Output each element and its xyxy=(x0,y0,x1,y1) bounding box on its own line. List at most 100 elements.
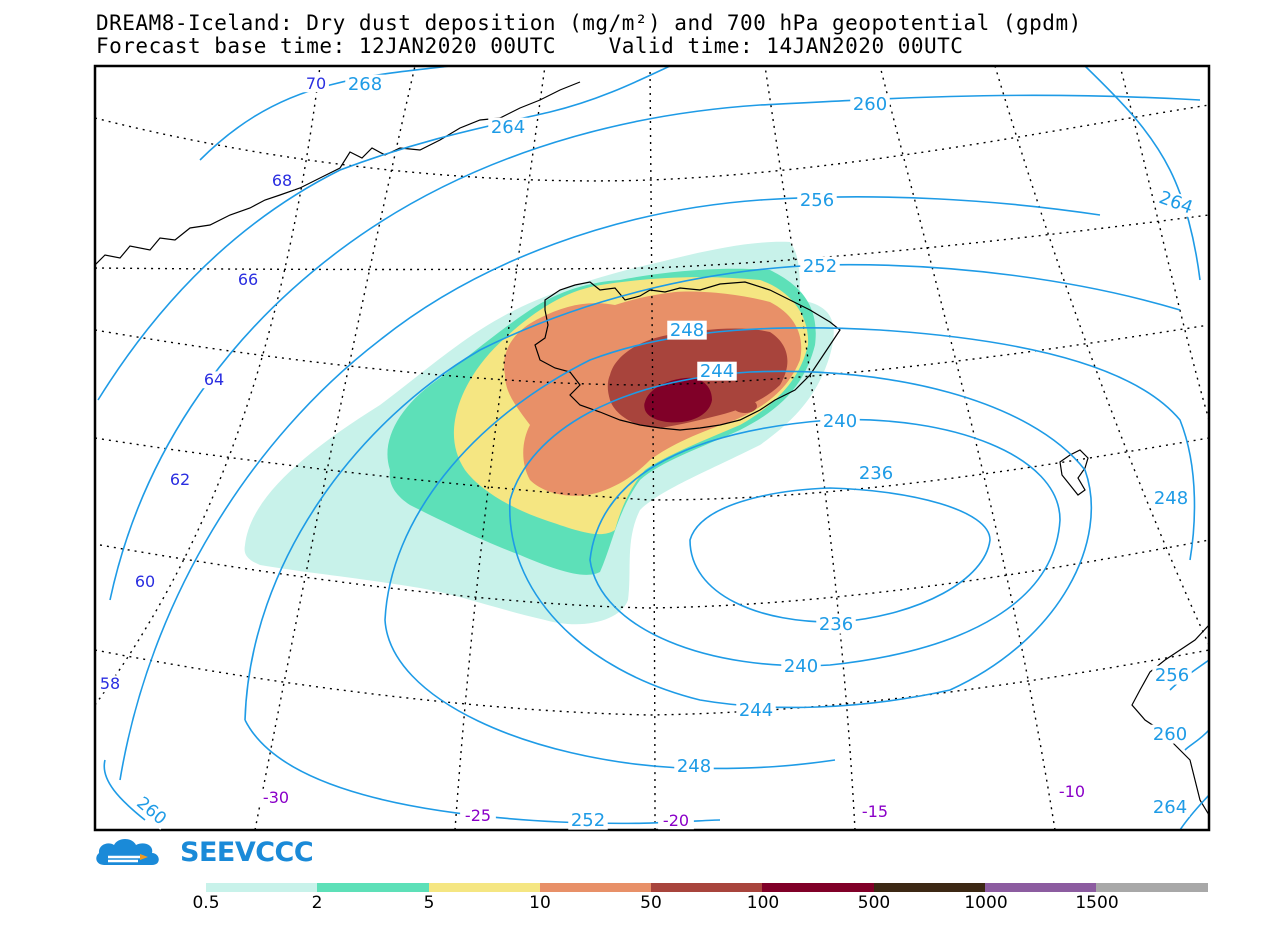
contour-label: 244 xyxy=(739,700,773,721)
longitude-label-box xyxy=(1054,783,1090,801)
chart-title: DREAM8-Iceland: Dry dust deposition (mg/… xyxy=(96,11,1082,35)
contour-label-box xyxy=(345,74,385,94)
longitude-label-box xyxy=(460,807,496,825)
contour-label-box xyxy=(674,756,714,776)
contour-label: 264 xyxy=(1153,797,1187,818)
longitude-label: -20 xyxy=(663,811,689,830)
contour-label-box xyxy=(816,614,856,634)
contour-236 xyxy=(689,487,991,623)
geopotential-contours xyxy=(97,66,1209,830)
contour-label-box xyxy=(697,361,737,381)
logo-text: SEEVCCC xyxy=(180,836,314,868)
longitude-label: -25 xyxy=(465,806,491,825)
contour-264 xyxy=(97,66,671,401)
contour-label: 260 xyxy=(853,94,887,115)
colorbar-labels: 0.5 2 5 10 50 100 500 1000 1500 xyxy=(0,893,1271,913)
contour-label: 248 xyxy=(677,756,711,777)
latitude-label: 64 xyxy=(204,370,224,389)
contour-label: 260 xyxy=(1153,724,1187,745)
longitude-label-box xyxy=(658,812,694,830)
contour-label-box xyxy=(488,117,528,137)
colorbar-label: 50 xyxy=(640,893,662,913)
map-labels: 7026826426025625224824424023623624024424… xyxy=(97,74,1198,831)
colorbar-label: 5 xyxy=(423,893,435,913)
contour-label-box xyxy=(800,256,840,276)
contour-label-box xyxy=(781,656,821,676)
cloud-arrow-icon xyxy=(96,839,159,865)
latitude-label-box xyxy=(269,172,295,190)
contour-label: 236 xyxy=(819,614,853,635)
latitude-label-box xyxy=(201,371,227,389)
contour-label-box xyxy=(736,700,776,720)
colorbar-swatch xyxy=(317,883,429,892)
contour-label-box xyxy=(850,94,890,114)
greenland-coast xyxy=(95,81,581,266)
dust-band-50-small xyxy=(733,399,757,413)
contour-268 xyxy=(199,66,451,161)
colorbar-label: 0.5 xyxy=(192,893,220,913)
coastlines xyxy=(95,81,1209,816)
contour-label: 240 xyxy=(823,411,857,432)
contour-label: 244 xyxy=(700,361,734,382)
colorbar-label: 1000 xyxy=(964,893,1008,913)
longitude-label-box xyxy=(857,803,893,821)
contour-264-right xyxy=(1084,66,1201,281)
latitude-label-box xyxy=(235,271,261,289)
contour-label: 252 xyxy=(571,810,605,831)
colorbar-label: 2 xyxy=(311,893,323,913)
contour-260 xyxy=(103,94,1201,821)
contour-264-bottom xyxy=(1179,794,1209,830)
colorbar-swatch xyxy=(539,883,652,892)
contour-260-right xyxy=(1184,729,1209,751)
latitude-label-box xyxy=(167,471,193,489)
graticule xyxy=(95,66,1209,830)
contour-label: 240 xyxy=(784,656,818,677)
contour-label-box xyxy=(1150,724,1190,744)
faroe-coast xyxy=(1059,449,1089,496)
latitude-label: 66 xyxy=(238,270,258,289)
longitude-label: -10 xyxy=(1059,782,1085,801)
colorbar-swatch xyxy=(206,883,318,892)
map-frame xyxy=(93,64,1211,832)
contour-label-box xyxy=(820,411,860,431)
contour-label: 248 xyxy=(670,320,704,341)
latitude-label-box xyxy=(97,675,123,693)
contour-label: 268 xyxy=(348,74,382,95)
latitude-label-box xyxy=(132,573,158,591)
norway-coast xyxy=(1131,624,1209,816)
colorbar-swatch xyxy=(873,883,986,892)
contour-label: 248 xyxy=(1154,488,1188,509)
dust-band-100 xyxy=(644,377,712,423)
latitude-label: 58 xyxy=(100,674,120,693)
contour-label: 264 xyxy=(491,117,525,138)
latitude-label: 70 xyxy=(306,74,326,93)
contour-label-box xyxy=(131,791,172,830)
colorbar-label: 1500 xyxy=(1075,893,1119,913)
colorbar-label: 10 xyxy=(529,893,551,913)
contour-label-box xyxy=(1151,488,1191,508)
colorbar-swatch xyxy=(985,883,1097,892)
contour-256 xyxy=(119,196,1101,781)
longitude-label-box xyxy=(258,789,294,807)
longitude-label: -30 xyxy=(263,788,289,807)
longitude-label: -15 xyxy=(862,802,888,821)
contour-label-box xyxy=(1154,186,1198,219)
contour-240 xyxy=(589,418,1061,667)
contour-label-box xyxy=(667,320,707,340)
colorbar xyxy=(206,883,1208,892)
colorbar-label: 100 xyxy=(746,893,780,913)
contour-label-box xyxy=(1150,797,1190,817)
colorbar-swatch xyxy=(762,883,874,892)
contour-label-box xyxy=(797,190,837,210)
contour-label-box xyxy=(1152,665,1192,685)
contour-label-box xyxy=(568,810,608,830)
latitude-label: 62 xyxy=(170,470,190,489)
colorbar-swatch xyxy=(428,883,540,892)
latitude-label: 60 xyxy=(135,572,155,591)
latitude-label-box xyxy=(303,75,329,93)
colorbar-swatch xyxy=(1096,883,1208,892)
contour-248 xyxy=(384,327,1196,770)
contour-label: 236 xyxy=(859,463,893,484)
seevccc-logo: SEEVCCC xyxy=(94,834,314,870)
